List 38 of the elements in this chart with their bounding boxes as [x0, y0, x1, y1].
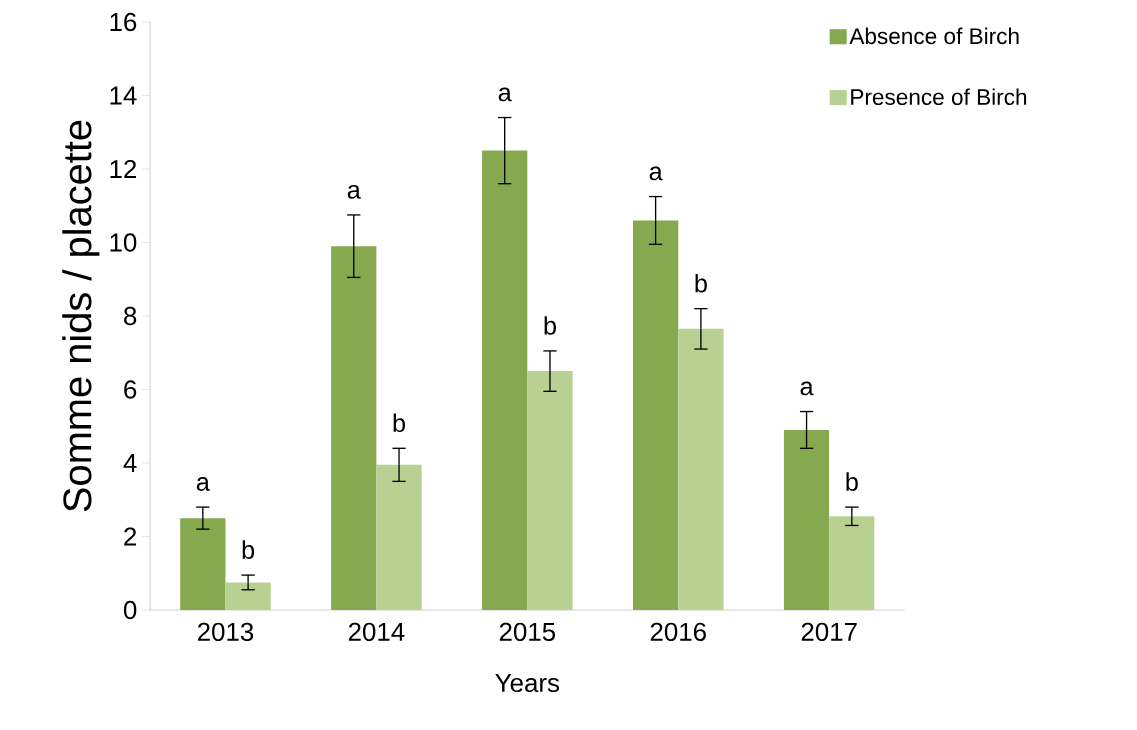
annotation: b — [544, 316, 556, 335]
annotation: b — [242, 540, 255, 559]
y-tick-label: 6 — [124, 380, 137, 399]
annotation: a — [800, 381, 814, 396]
y-tick-label: 12 — [110, 159, 137, 179]
bar — [376, 464, 422, 610]
annotation: b — [393, 413, 405, 433]
x-tick-label: 2017 — [801, 622, 857, 641]
bar — [527, 371, 573, 610]
annotation: b — [695, 273, 707, 293]
legend-label: Presence of Birch — [851, 88, 1027, 106]
annotation: a — [498, 87, 512, 102]
bar — [829, 516, 875, 610]
x-tick-label: 2015 — [499, 622, 556, 641]
annotation: a — [347, 184, 361, 199]
y-axis-title: Somme nids / placette — [62, 120, 100, 512]
y-tick-label: 4 — [123, 454, 137, 472]
bar — [482, 150, 528, 610]
y-tick-label: 2 — [124, 527, 137, 546]
bar — [180, 518, 226, 610]
annotation: a — [196, 477, 210, 491]
y-tick-label: 0 — [123, 600, 137, 620]
bar — [783, 429, 830, 610]
legend-label: Absence of Birch — [849, 27, 1019, 45]
bar — [678, 328, 724, 610]
annotation: b — [846, 472, 858, 491]
y-tick-label: 16 — [110, 12, 137, 32]
bar — [331, 246, 377, 610]
x-axis-title: Years — [495, 674, 560, 693]
x-tick-label: 2013 — [197, 622, 254, 641]
y-tick-label: 14 — [110, 86, 137, 105]
bar — [225, 582, 271, 610]
y-tick-label: 8 — [124, 306, 137, 326]
annotation: a — [649, 166, 663, 181]
x-tick-label: 2014 — [348, 622, 405, 641]
bar — [632, 220, 679, 610]
y-tick-label: 10 — [110, 233, 137, 252]
x-tick-label: 2016 — [650, 622, 706, 641]
